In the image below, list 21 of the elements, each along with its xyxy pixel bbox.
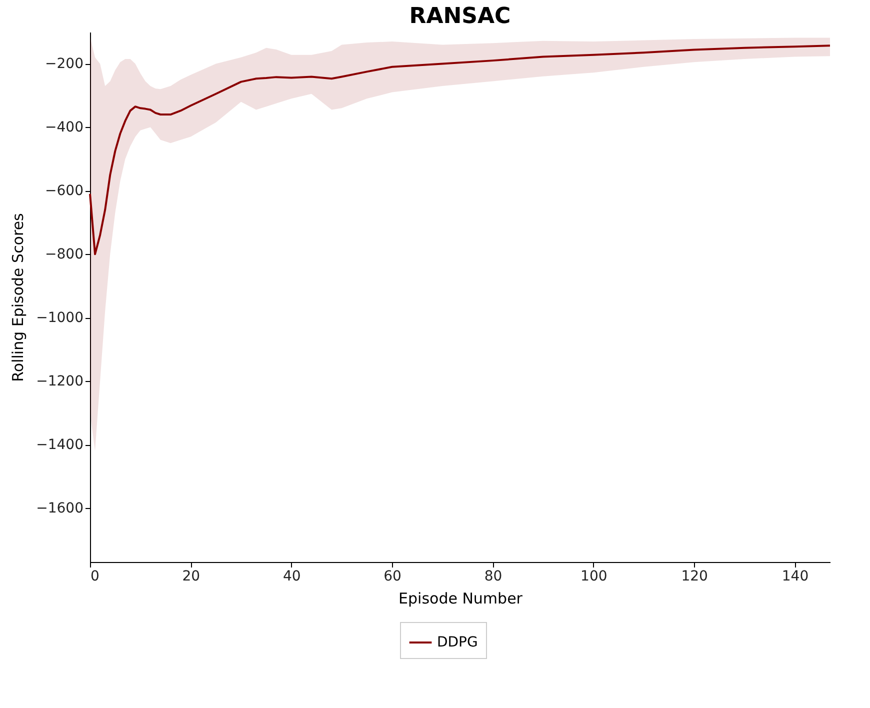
x-tick-label: 0	[90, 568, 100, 584]
x-tick-label: 40	[282, 568, 301, 584]
x-tick-label: 140	[782, 568, 809, 584]
chart-title: RANSAC	[409, 4, 511, 29]
y-tick-label: −1600	[36, 500, 84, 517]
y-tick-label: −600	[45, 183, 84, 200]
y-tick-label: −400	[45, 120, 84, 136]
x-tick-label: 20	[182, 568, 200, 584]
y-tick-label: −1000	[36, 310, 84, 326]
y-tick-label: −1400	[36, 437, 84, 454]
x-tick-label: 120	[681, 568, 708, 584]
y-tick-label: −1200	[36, 374, 84, 390]
y-axis-title: Rolling Episode Scores	[9, 212, 28, 382]
line-series	[89, 44, 831, 256]
legend-label: DDPG	[437, 634, 478, 650]
y-tick-label: −800	[45, 246, 84, 263]
x-tick-label: 60	[384, 568, 402, 584]
x-axis-title: Episode Number	[398, 590, 524, 608]
x-tick-label: 80	[484, 568, 502, 584]
x-tick-label: 100	[580, 568, 608, 584]
y-tick-label: −200	[45, 56, 84, 72]
